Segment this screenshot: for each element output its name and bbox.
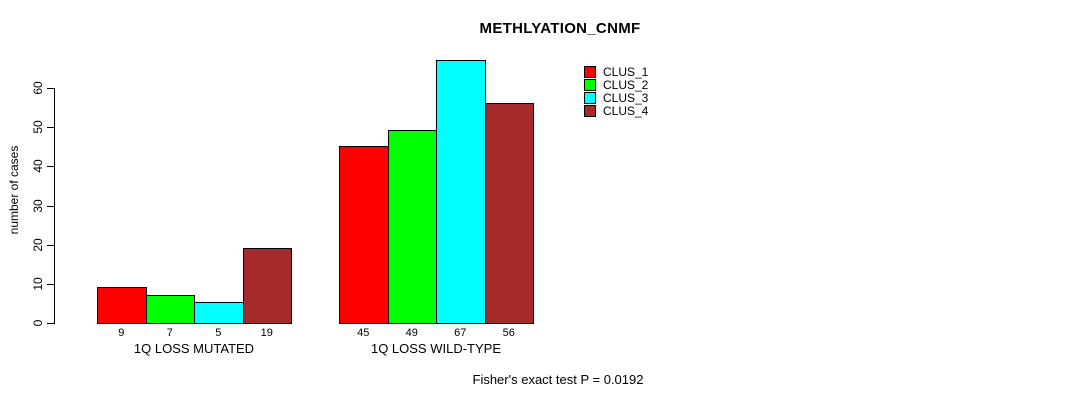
bar-clus_4-group2 xyxy=(484,102,534,324)
legend-label: CLUS_4 xyxy=(603,104,649,118)
chart-title: METHLYATION_CNMF xyxy=(479,20,641,37)
legend: CLUS_1 CLUS_2 CLUS_3 CLUS_4 xyxy=(584,66,648,118)
y-tick-label: 50 xyxy=(31,120,45,134)
legend-row: CLUS_3 xyxy=(584,92,648,104)
legend-row: CLUS_1 xyxy=(584,66,648,78)
legend-label: CLUS_1 xyxy=(603,65,649,79)
y-tick-label: 10 xyxy=(31,277,45,291)
bar-clus_1-group2 xyxy=(339,145,389,324)
bar-value-label: 7 xyxy=(166,327,173,339)
y-axis-line xyxy=(54,88,55,324)
legend-label: CLUS_2 xyxy=(603,78,649,92)
group-label: 1Q LOSS WILD-TYPE xyxy=(370,341,502,356)
legend-row: CLUS_2 xyxy=(584,79,648,91)
bar-value-label: 19 xyxy=(260,327,273,339)
legend-label: CLUS_3 xyxy=(603,91,649,105)
bar-value-label: 5 xyxy=(215,327,222,339)
bar-clus_2-group1 xyxy=(145,294,195,324)
bar-value-label: 49 xyxy=(405,327,418,339)
bar-clus_3-group1 xyxy=(194,302,244,324)
bar-value-label: 56 xyxy=(502,327,515,339)
y-tick-label: 60 xyxy=(31,81,45,95)
y-tick-label: 30 xyxy=(31,198,45,213)
y-tick xyxy=(47,88,54,89)
y-tick xyxy=(47,323,54,324)
y-tick xyxy=(47,166,54,168)
legend-swatch-clus_4 xyxy=(584,105,596,117)
bar-clus_4-group1 xyxy=(242,247,292,324)
bar-clus_2-group2 xyxy=(387,130,437,324)
bar-clus_3-group2 xyxy=(436,59,486,324)
bar-clus_1-group1 xyxy=(97,286,147,324)
legend-swatch-clus_2 xyxy=(584,79,596,91)
y-tick-label: 40 xyxy=(31,159,45,174)
y-tick-label: 0 xyxy=(31,319,45,327)
legend-row: CLUS_4 xyxy=(584,105,648,117)
bar-value-label: 67 xyxy=(454,327,467,339)
y-tick xyxy=(47,283,54,285)
legend-swatch-clus_1 xyxy=(584,66,596,78)
group-label: 1Q LOSS MUTATED xyxy=(133,341,255,356)
y-tick xyxy=(47,244,54,246)
y-tick-label: 20 xyxy=(31,237,45,252)
fisher-test-annotation: Fisher's exact test P = 0.0192 xyxy=(472,372,644,387)
bar-value-label: 9 xyxy=(118,327,125,339)
bar-value-label: 45 xyxy=(357,327,370,339)
y-tick xyxy=(47,205,54,207)
legend-swatch-clus_3 xyxy=(584,92,596,104)
y-tick xyxy=(47,127,54,129)
y-axis-label: number of cases xyxy=(7,145,21,235)
